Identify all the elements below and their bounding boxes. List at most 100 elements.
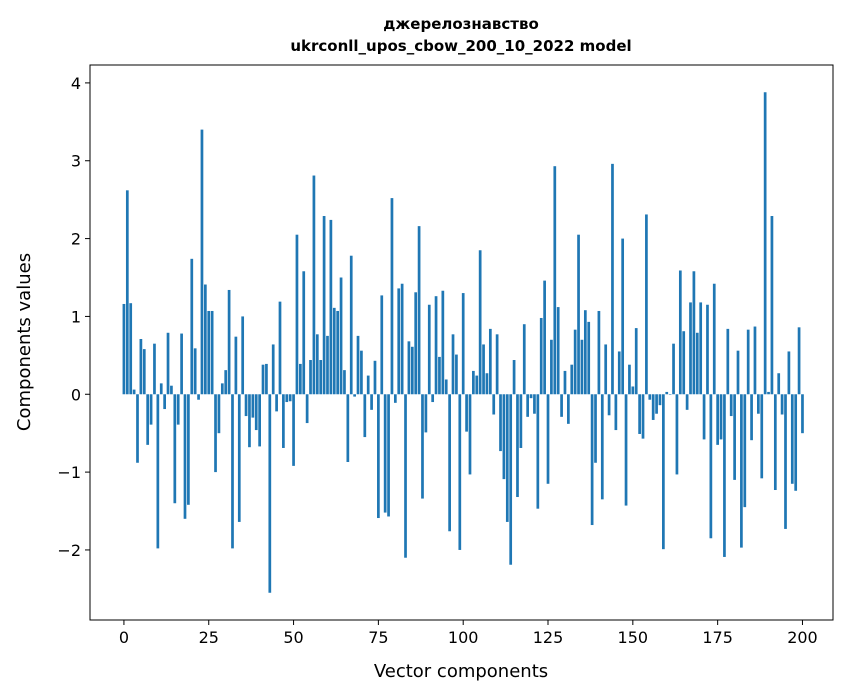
bar [594,394,597,463]
bar [519,394,523,448]
bar [244,394,248,417]
bar [410,346,414,395]
bar [780,394,784,415]
bar [414,292,418,395]
bar [231,394,234,549]
bar [767,391,770,395]
bar [648,394,652,400]
bar [509,394,513,565]
bar [773,394,777,491]
bar [536,394,540,509]
bar [522,324,526,395]
bar [190,258,194,395]
bar [580,339,584,395]
y-tick-label: 1 [71,307,81,326]
bar [298,363,302,395]
bar [332,307,336,395]
bar [512,360,516,395]
bar [472,370,475,395]
bar [400,283,404,395]
bar [366,375,370,395]
bar [505,394,509,522]
bar [478,250,482,395]
bar [709,394,713,539]
bar [173,394,177,504]
x-tick-label: 175 [702,628,733,647]
bar [315,334,319,395]
bar [760,394,764,479]
bar [125,190,129,395]
bar [631,386,635,395]
bar [390,198,394,395]
bar [597,310,601,395]
bar [516,394,519,498]
bar [224,370,228,395]
bar [421,394,424,499]
bar [634,328,638,395]
bar [641,394,645,439]
bar [689,302,692,395]
bar [787,351,791,395]
bar [227,289,231,395]
bar [492,394,496,415]
bar [322,216,326,395]
bar [529,394,533,399]
x-tick-label: 200 [787,628,818,647]
bar [187,394,190,505]
bar [234,336,238,395]
bar [488,328,492,395]
bar [614,394,618,431]
bar [790,394,794,484]
bar [248,394,251,448]
bar [329,219,333,395]
y-tick-label: −2 [57,541,81,560]
bar [292,394,295,466]
bar [733,394,736,480]
bar [573,329,577,395]
bar [706,304,709,395]
bar [268,394,272,593]
y-tick-label: −1 [57,463,81,482]
bar [129,303,133,395]
bar [600,394,604,500]
bar [163,394,166,410]
bar [543,280,546,395]
bar [553,166,557,395]
bar [285,394,289,403]
bar [312,175,316,395]
bar [587,321,591,395]
bar [590,394,594,526]
bar [665,391,669,395]
bar [220,383,224,395]
bar [533,394,536,414]
bar [427,304,431,395]
bar [343,370,346,395]
bar [746,329,750,395]
bar [567,394,570,424]
x-tick-label: 100 [448,628,479,647]
bar [180,333,183,395]
bar [176,394,180,425]
bar [339,277,343,395]
bar [662,394,665,550]
bar [149,394,153,425]
bar [170,385,173,395]
y-tick-label: 2 [71,230,81,249]
y-axis-ticks: −2 −1 0 1 2 3 4 [57,74,90,560]
x-tick-label: 125 [533,628,564,647]
bar [678,270,682,395]
bar [360,350,363,395]
bars-group [122,92,804,593]
bar [651,394,655,420]
bar [336,310,340,395]
bar [153,343,156,395]
bar [617,351,621,395]
bar [465,394,468,432]
bar [271,344,275,395]
bar [750,394,753,441]
bar [434,296,438,395]
bar [441,290,445,395]
bar [668,394,672,395]
bar [699,302,703,395]
